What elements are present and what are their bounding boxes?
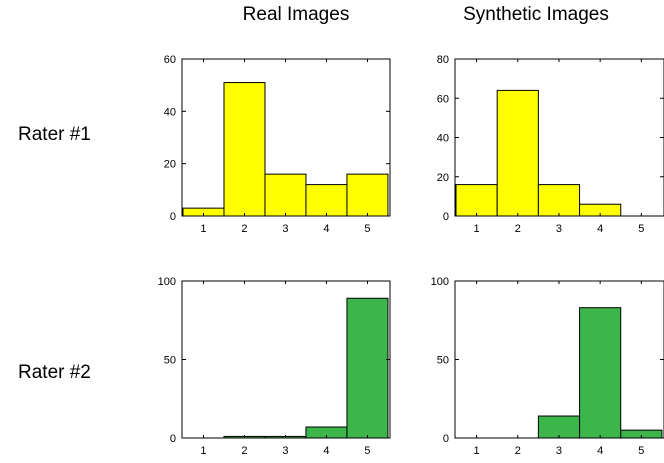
bar-synthetic-rater-1-1 xyxy=(455,184,498,217)
x-tick-label: 2 xyxy=(515,445,521,457)
bar-synthetic-rater-2-3 xyxy=(537,415,581,439)
x-tick-label: 5 xyxy=(364,223,370,235)
x-tick-label: 2 xyxy=(241,223,247,235)
y-tick-label: 40 xyxy=(164,106,176,118)
bar-real-rater-1-3 xyxy=(264,173,307,217)
x-tick-label: 2 xyxy=(515,223,521,235)
bar-real-rater-1-4 xyxy=(305,184,348,217)
bar-real-rater-2-5 xyxy=(346,297,389,439)
row-label-rater-1: Rater #1 xyxy=(18,124,91,145)
x-tick-label: 3 xyxy=(282,223,288,235)
y-tick-label: 0 xyxy=(170,211,176,223)
plot-frame xyxy=(454,280,664,439)
x-tick-label: 1 xyxy=(200,445,206,457)
y-tick-label: 0 xyxy=(443,433,449,445)
row-label-rater-2: Rater #2 xyxy=(18,362,91,383)
x-tick-label: 5 xyxy=(638,223,644,235)
column-title-real: Real Images xyxy=(242,4,350,25)
x-tick-label: 2 xyxy=(241,445,247,457)
y-tick-label: 60 xyxy=(437,93,449,105)
x-tick-label: 4 xyxy=(323,223,329,235)
y-tick-label: 0 xyxy=(170,433,176,445)
x-tick-label: 5 xyxy=(638,445,644,457)
bar-synthetic-rater-1-2 xyxy=(496,89,539,217)
y-tick-label: 100 xyxy=(158,276,176,288)
y-tick-label: 20 xyxy=(164,159,176,171)
x-tick-label: 3 xyxy=(282,445,288,457)
x-tick-label: 3 xyxy=(556,223,562,235)
y-tick-label: 40 xyxy=(437,133,449,145)
x-tick-label: 1 xyxy=(474,223,480,235)
x-tick-label: 5 xyxy=(364,445,370,457)
y-tick-label: 20 xyxy=(437,172,449,184)
x-tick-label: 3 xyxy=(556,445,562,457)
histogram-real-rater-1: 1 2 3 4 5 0 20 40 60 xyxy=(164,54,391,235)
histogram-synthetic-rater-1: 1 2 3 4 5 0 20 40 60 80 xyxy=(437,54,664,235)
y-tick-label: 50 xyxy=(437,355,449,367)
x-tick-label: 4 xyxy=(323,445,329,457)
y-tick-label: 100 xyxy=(431,276,449,288)
x-tick-label: 4 xyxy=(597,223,603,235)
y-tick-label: 80 xyxy=(437,54,449,66)
x-tick-label: 1 xyxy=(200,223,206,235)
y-tick-label: 60 xyxy=(164,54,176,66)
y-tick-label: 0 xyxy=(443,211,449,223)
bar-real-rater-1-2 xyxy=(223,82,266,217)
x-tick-label: 1 xyxy=(474,445,480,457)
column-title-synthetic: Synthetic Images xyxy=(463,4,609,25)
x-tick-label: 4 xyxy=(597,445,603,457)
bar-real-rater-1-5 xyxy=(346,173,389,217)
bar-synthetic-rater-2-4 xyxy=(579,307,622,439)
bar-synthetic-rater-1-3 xyxy=(537,184,581,217)
y-tick-label: 50 xyxy=(164,355,176,367)
